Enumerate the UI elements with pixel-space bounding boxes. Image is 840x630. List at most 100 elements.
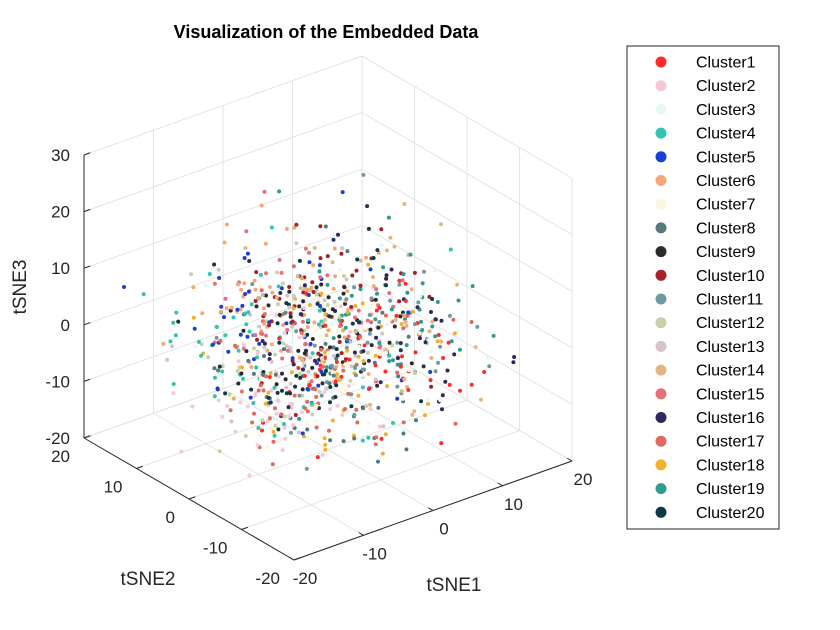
data-point bbox=[341, 368, 346, 373]
z-tick-label: 20 bbox=[51, 203, 70, 222]
data-point bbox=[236, 359, 241, 364]
data-point bbox=[192, 326, 197, 331]
data-point bbox=[236, 381, 241, 386]
legend-label: Cluster9 bbox=[696, 244, 756, 261]
data-point bbox=[316, 351, 321, 356]
data-point bbox=[363, 284, 368, 289]
data-point bbox=[223, 333, 228, 338]
legend-label: Cluster3 bbox=[696, 102, 756, 119]
data-point bbox=[400, 278, 405, 283]
data-point bbox=[334, 347, 339, 352]
data-point bbox=[217, 449, 222, 454]
data-point bbox=[266, 303, 271, 308]
data-point bbox=[352, 382, 356, 387]
data-point bbox=[457, 347, 462, 352]
data-point bbox=[371, 256, 376, 260]
data-point bbox=[252, 278, 257, 283]
data-point bbox=[326, 350, 331, 355]
data-point bbox=[354, 268, 359, 273]
y-tick-mark bbox=[293, 557, 301, 561]
data-point bbox=[373, 363, 378, 368]
data-point bbox=[233, 343, 237, 348]
data-point bbox=[436, 333, 441, 337]
data-point bbox=[358, 283, 363, 288]
data-point bbox=[352, 285, 357, 290]
data-point bbox=[302, 283, 307, 288]
data-point bbox=[383, 432, 388, 437]
data-point bbox=[212, 262, 217, 267]
data-point bbox=[315, 374, 320, 379]
data-point bbox=[235, 369, 240, 373]
data-point bbox=[262, 321, 266, 326]
data-point bbox=[317, 263, 322, 268]
data-point bbox=[255, 443, 260, 448]
data-point bbox=[277, 340, 282, 345]
data-point bbox=[398, 348, 403, 353]
data-point bbox=[389, 267, 394, 272]
data-point bbox=[402, 313, 407, 318]
data-point bbox=[365, 350, 370, 355]
data-point bbox=[301, 333, 306, 338]
data-point bbox=[334, 304, 339, 309]
data-point bbox=[323, 312, 328, 317]
grid-line bbox=[83, 281, 363, 382]
data-point bbox=[380, 451, 385, 456]
data-point bbox=[272, 385, 277, 390]
data-point bbox=[323, 323, 328, 328]
data-point bbox=[223, 296, 228, 301]
data-point bbox=[214, 335, 219, 340]
data-point bbox=[282, 347, 286, 352]
data-point bbox=[176, 319, 181, 324]
data-point bbox=[395, 370, 400, 375]
data-point bbox=[332, 299, 337, 304]
data-point bbox=[292, 393, 297, 398]
legend-marker bbox=[655, 222, 667, 234]
data-point bbox=[303, 406, 308, 411]
data-point bbox=[342, 383, 347, 388]
legend-label: Cluster5 bbox=[696, 149, 756, 166]
data-point bbox=[421, 409, 425, 414]
x-axis-label: tSNE1 bbox=[427, 575, 482, 596]
data-point bbox=[374, 287, 379, 292]
data-point bbox=[300, 410, 304, 415]
data-point bbox=[272, 433, 277, 438]
data-point bbox=[433, 268, 437, 273]
data-point bbox=[254, 365, 259, 370]
data-point bbox=[377, 305, 382, 310]
data-point bbox=[280, 371, 284, 376]
data-point bbox=[292, 225, 297, 230]
points-layer bbox=[122, 172, 517, 478]
data-point bbox=[392, 244, 397, 249]
data-point bbox=[345, 289, 350, 294]
data-point bbox=[281, 323, 285, 328]
data-point bbox=[394, 313, 399, 318]
data-point bbox=[247, 329, 252, 334]
data-point bbox=[256, 426, 261, 430]
y-tick-label: 20 bbox=[51, 447, 70, 466]
data-point bbox=[269, 342, 274, 347]
data-point bbox=[216, 368, 221, 373]
legend-marker bbox=[655, 127, 667, 139]
data-point bbox=[341, 439, 346, 444]
data-point bbox=[334, 356, 339, 361]
data-point bbox=[429, 349, 434, 354]
data-point bbox=[339, 304, 343, 309]
data-point bbox=[358, 287, 363, 292]
data-point bbox=[256, 388, 261, 393]
data-point bbox=[262, 354, 266, 358]
data-point bbox=[308, 355, 313, 360]
data-point bbox=[297, 416, 302, 421]
data-point bbox=[304, 466, 309, 471]
data-point bbox=[261, 388, 266, 393]
data-point bbox=[290, 356, 295, 361]
data-point bbox=[238, 332, 243, 337]
data-point bbox=[302, 306, 307, 311]
data-point bbox=[305, 325, 310, 329]
data-point bbox=[297, 258, 302, 263]
data-point bbox=[366, 421, 371, 426]
data-point bbox=[291, 306, 296, 311]
data-point bbox=[288, 314, 293, 319]
data-point bbox=[325, 282, 330, 287]
data-point bbox=[294, 222, 299, 227]
data-point bbox=[430, 324, 435, 329]
